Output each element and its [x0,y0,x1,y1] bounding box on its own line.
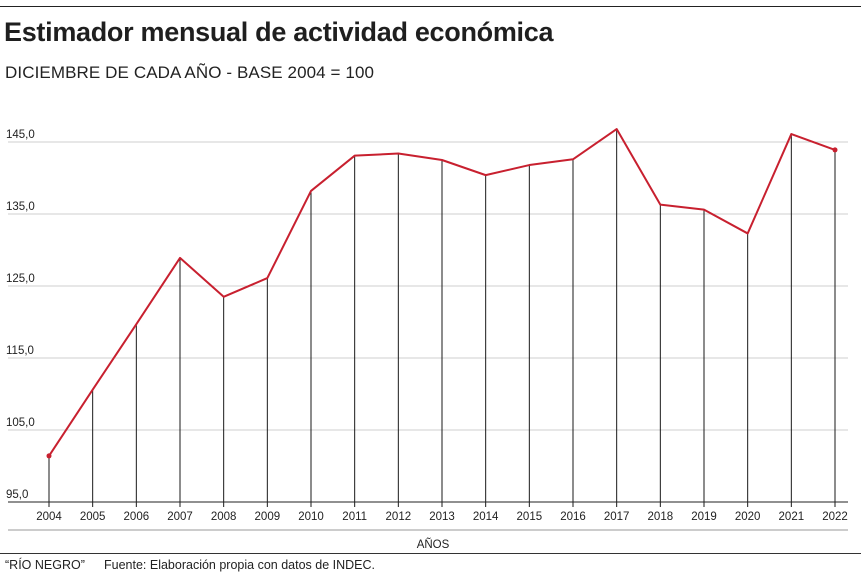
x-tick-label: 2014 [473,511,499,523]
x-tick-label: 2006 [124,511,150,523]
x-tick-label: 2017 [604,511,630,523]
footer-rule [0,553,861,554]
y-tick-label: 115,0 [6,345,34,357]
x-tick-label: 2008 [211,511,237,523]
y-tick-label: 105,0 [6,417,35,429]
y-tick-label: 135,0 [6,201,35,213]
x-tick-label: 2007 [167,511,193,523]
footer-brand: “RÍO NEGRO” [5,558,85,572]
end-point-2022 [832,147,838,153]
top-rule [0,6,861,7]
x-tick-label: 2021 [779,511,805,523]
y-tick-label: 145,0 [6,129,35,141]
x-tick-label: 2019 [691,511,717,523]
x-tick-label: 2013 [429,511,455,523]
footer-source: Fuente: Elaboración propia con datos de … [104,558,375,572]
x-tick-labels: 2004 2005 2006 2007 2008 2009 2010 2011 2012 2013… [36,511,848,523]
x-tick-label: 2010 [298,511,324,523]
axes [8,501,848,531]
series [46,128,838,459]
x-tick-label: 2011 [342,511,367,523]
x-tick-label: 2020 [735,511,761,523]
x-tick-label: 2018 [648,511,674,523]
gridlines [8,141,848,431]
x-tick-label: 2005 [80,511,106,523]
x-tick-label: 2004 [36,511,62,523]
x-tick-label: 2015 [517,511,543,523]
chart-subtitle: DICIEMBRE DE CADA AÑO - BASE 2004 = 100 [5,63,375,82]
end-point-2004 [46,453,52,459]
chart-title: Estimador mensual de actividad económica [4,17,554,47]
x-tick-label: 2009 [255,511,281,523]
stems [48,129,836,507]
x-tick-label: 2022 [822,511,848,523]
x-axis-label: AÑOS [417,538,450,551]
series-line [48,128,836,457]
y-tick-labels: 95,0 105,0 115,0 125,0 135,0 145,0 [6,129,35,501]
y-tick-label: 125,0 [6,273,35,285]
x-tick-label: 2016 [560,511,586,523]
x-tick-label: 2012 [386,511,412,523]
y-tick-label: 95,0 [6,489,28,501]
